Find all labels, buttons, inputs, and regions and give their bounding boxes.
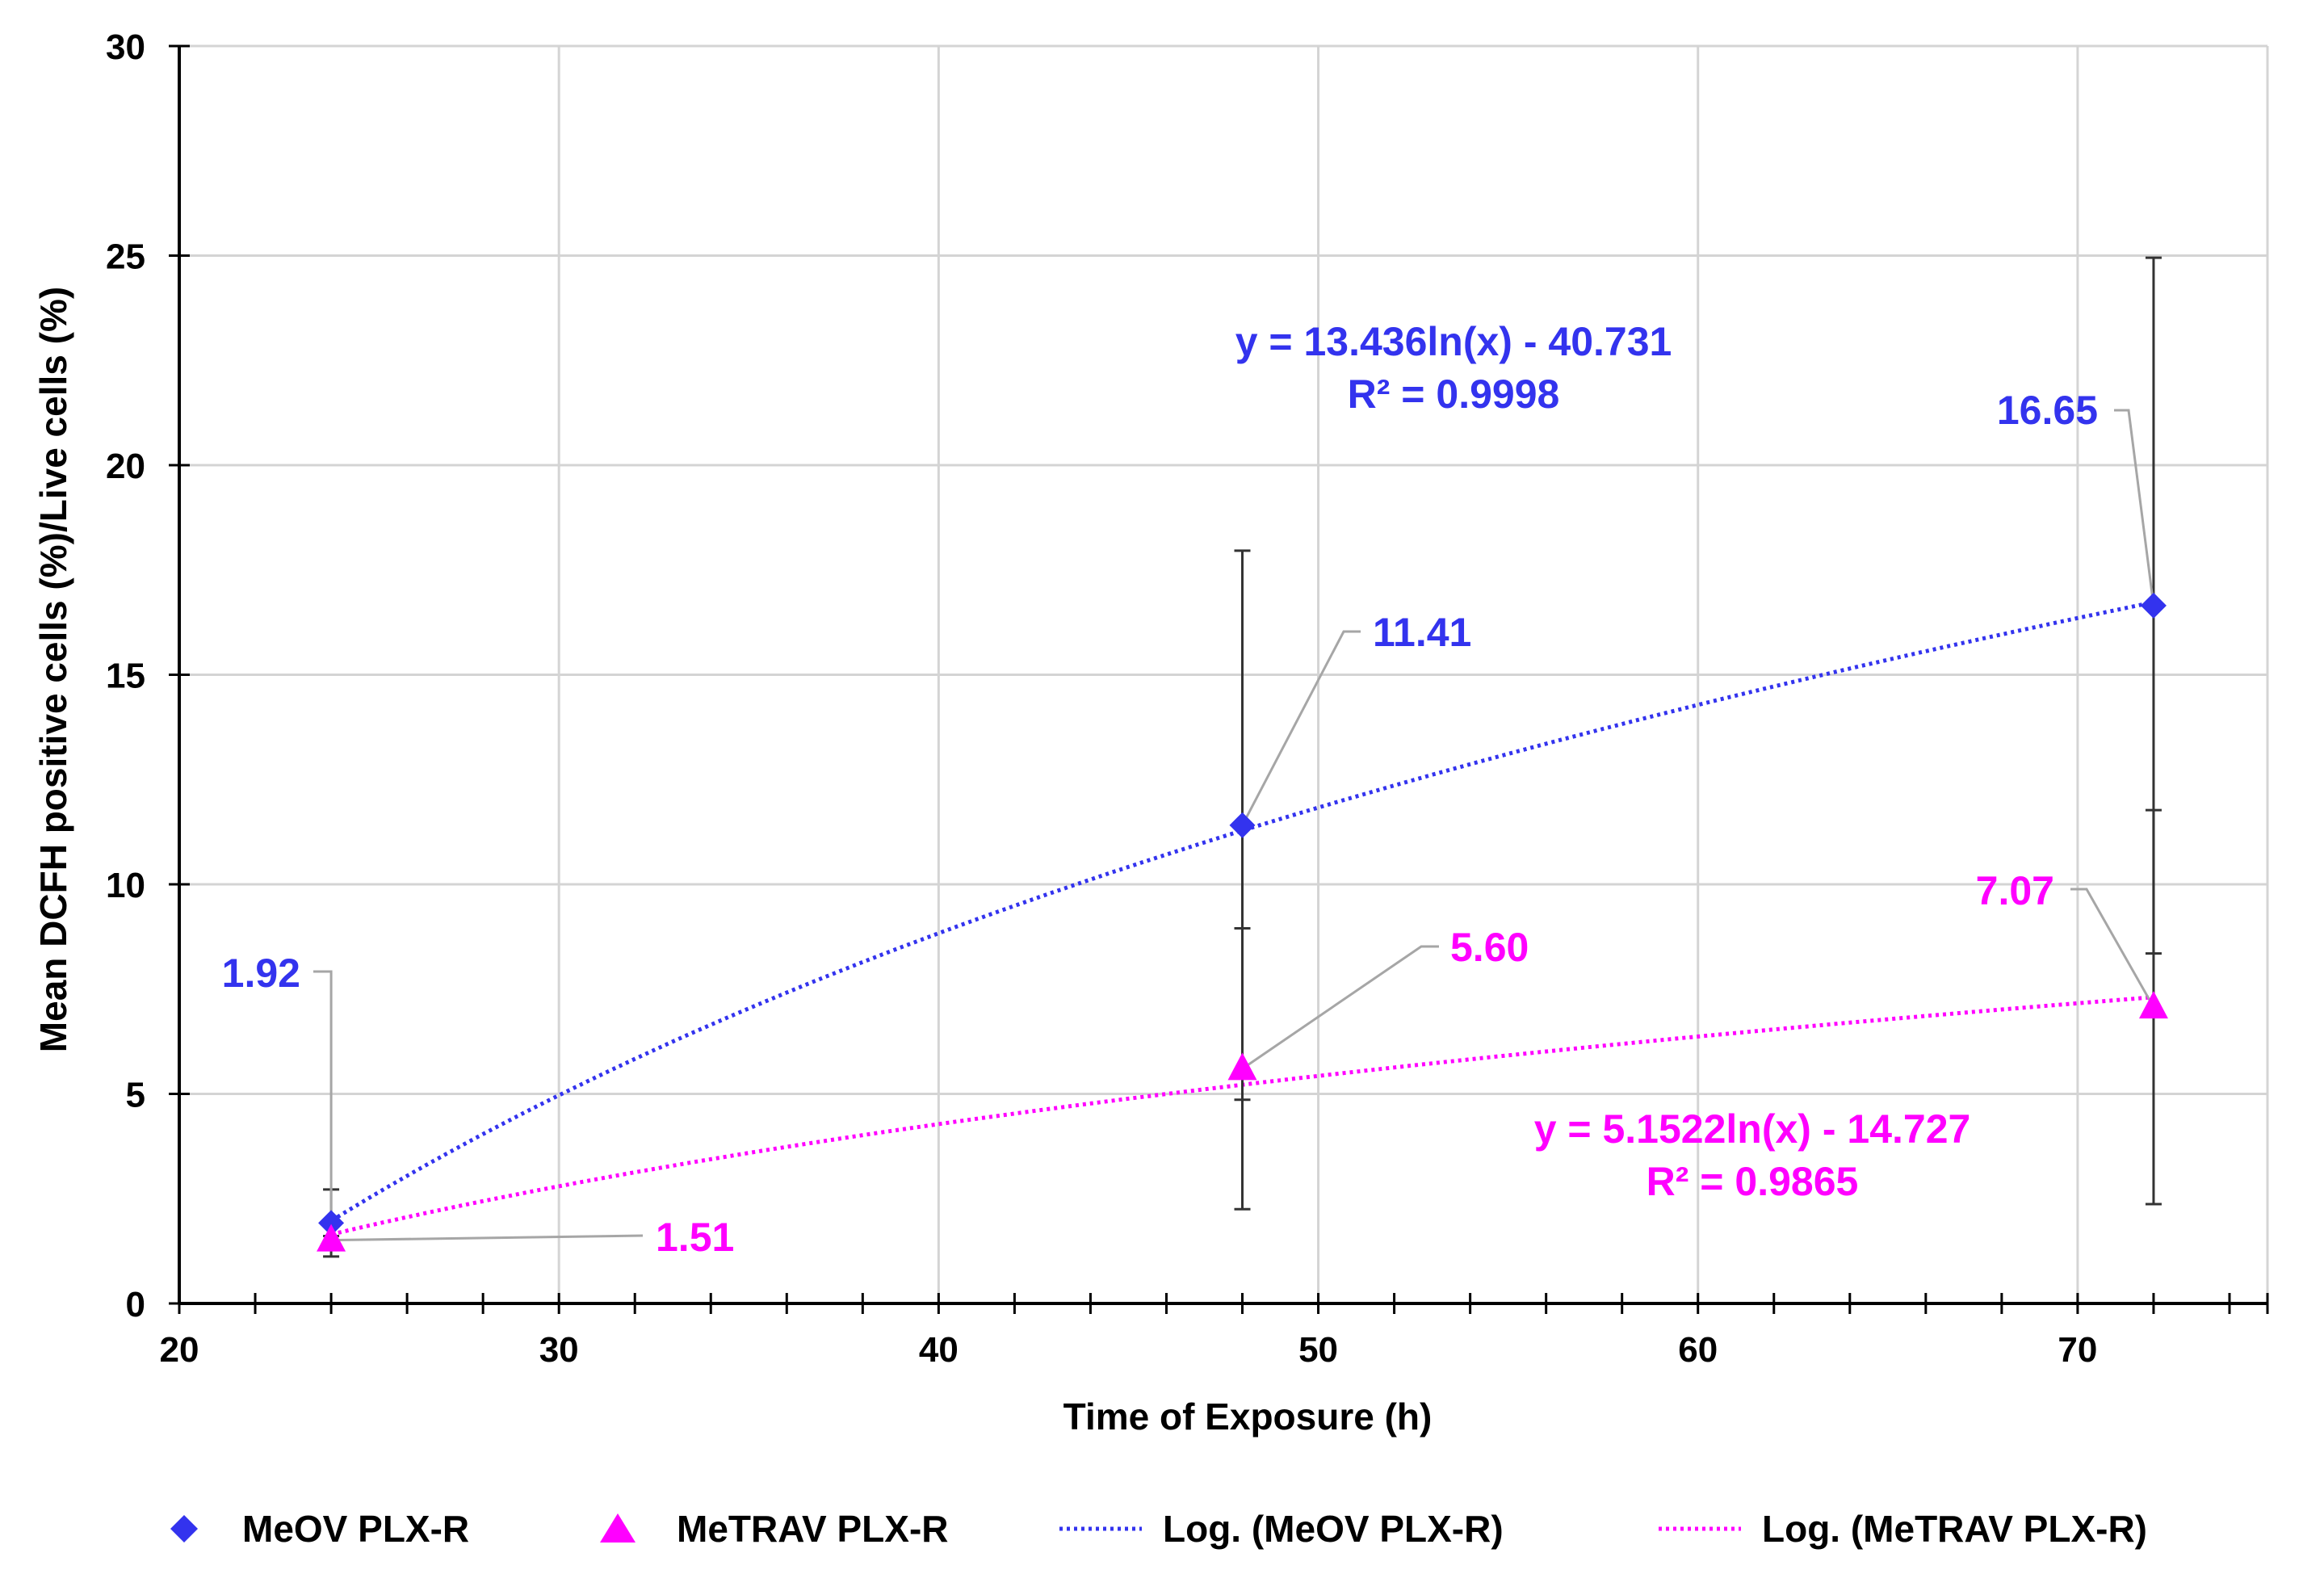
data-label-leader-line [2070,888,2155,1008]
legend-label-log-meov: Log. (MeOV PLX-R) [1163,1508,1504,1550]
meov-data-label: 11.41 [1373,610,1471,655]
metrav-data-point [1227,1052,1257,1081]
legend: MeOV PLX-R MeTRAV PLX-R Log. (MeOV PLX-R… [170,1508,2147,1550]
y-tick-label: 30 [106,27,145,67]
y-tick-label: 5 [126,1076,145,1115]
metrav-trend-equation: y = 5.1522ln(x) - 14.727 [1534,1106,1971,1152]
legend-item-log-meov: Log. (MeOV PLX-R) [1059,1508,1504,1550]
axes: 20 30 40 50 60 70 0 5 10 15 20 25 30 [106,27,2269,1370]
meov-data-point [1229,812,1256,838]
y-axis-title: Mean DCFH positive cells (%)/Live cells … [32,287,74,1052]
x-tick-label: 30 [539,1330,579,1370]
data-label-leader-line [1241,630,1361,826]
meov-data-label: 16.65 [1997,388,2098,433]
y-tick-label: 20 [106,447,145,486]
legend-item-meov: MeOV PLX-R [170,1508,469,1550]
legend-label-log-metrav: Log. (MeTRAV PLX-R) [1762,1508,2147,1550]
y-tick-label: 15 [106,657,145,696]
leader-lines [313,409,2155,1242]
legend-diamond-marker [170,1515,198,1543]
legend-item-log-metrav: Log. (MeTRAV PLX-R) [1659,1508,2147,1550]
y-tick-label: 10 [106,866,145,905]
meov-data-point [318,1210,345,1236]
data-markers [317,592,2168,1252]
metrav-data-point [317,1224,346,1252]
x-axis-title: Time of Exposure (h) [1063,1396,1433,1438]
y-tick-label: 25 [106,237,145,277]
data-label-leader-line [331,1234,644,1242]
meov-data-label: 1.92 [222,951,300,996]
meov-log-trendline [329,600,2154,1223]
data-label-leader-line [313,970,333,1224]
x-tick-label: 60 [1678,1330,1718,1370]
meov-trend-equation: y = 13.436ln(x) - 40.731 [1235,319,1672,364]
meov-data-point [2140,592,2167,619]
legend-item-metrav: MeTRAV PLX-R [600,1508,949,1550]
metrav-data-label: 5.60 [1450,925,1529,970]
data-labels: 1.92 11.41 16.65 1.51 5.60 7.07 [222,388,2098,1260]
metrav-data-point [2138,991,2168,1019]
x-tick-label: 70 [2058,1330,2097,1370]
x-tick-label: 20 [160,1330,199,1370]
metrav-data-label: 7.07 [1976,868,2054,913]
x-tick-label: 40 [919,1330,959,1370]
data-label-leader-line [1241,945,1439,1070]
metrav-data-label: 1.51 [656,1215,734,1260]
data-label-leader-line [2114,409,2155,607]
metrav-trend-r2: R² = 0.9865 [1647,1159,1859,1204]
gridlines [179,44,2269,1303]
legend-label-metrav: MeTRAV PLX-R [677,1508,949,1550]
meov-trend-r2: R² = 0.9998 [1348,371,1560,417]
y-tick-label: 0 [126,1285,145,1324]
legend-triangle-marker [600,1513,636,1543]
x-tick-label: 50 [1298,1330,1338,1370]
legend-label-meov: MeOV PLX-R [242,1508,469,1550]
